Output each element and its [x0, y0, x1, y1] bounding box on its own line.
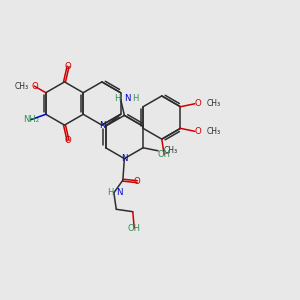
- Text: CH₃: CH₃: [15, 82, 29, 91]
- Text: OH: OH: [128, 224, 141, 233]
- Text: N: N: [121, 154, 127, 163]
- Text: NH₂: NH₂: [23, 115, 39, 124]
- Text: N: N: [124, 94, 130, 103]
- Text: H: H: [114, 94, 120, 103]
- Text: CH₃: CH₃: [164, 146, 178, 155]
- Text: CH₃: CH₃: [206, 127, 220, 136]
- Text: OH: OH: [158, 150, 171, 159]
- Text: N: N: [116, 188, 122, 197]
- Text: O: O: [65, 62, 71, 71]
- Text: O: O: [134, 177, 141, 186]
- Text: N: N: [99, 121, 105, 130]
- Text: H: H: [107, 188, 113, 197]
- Text: H: H: [133, 94, 139, 103]
- Text: O: O: [195, 127, 202, 136]
- Text: O: O: [195, 99, 202, 108]
- Text: O: O: [65, 136, 71, 145]
- Text: CH₃: CH₃: [206, 99, 220, 108]
- Text: O: O: [31, 82, 38, 91]
